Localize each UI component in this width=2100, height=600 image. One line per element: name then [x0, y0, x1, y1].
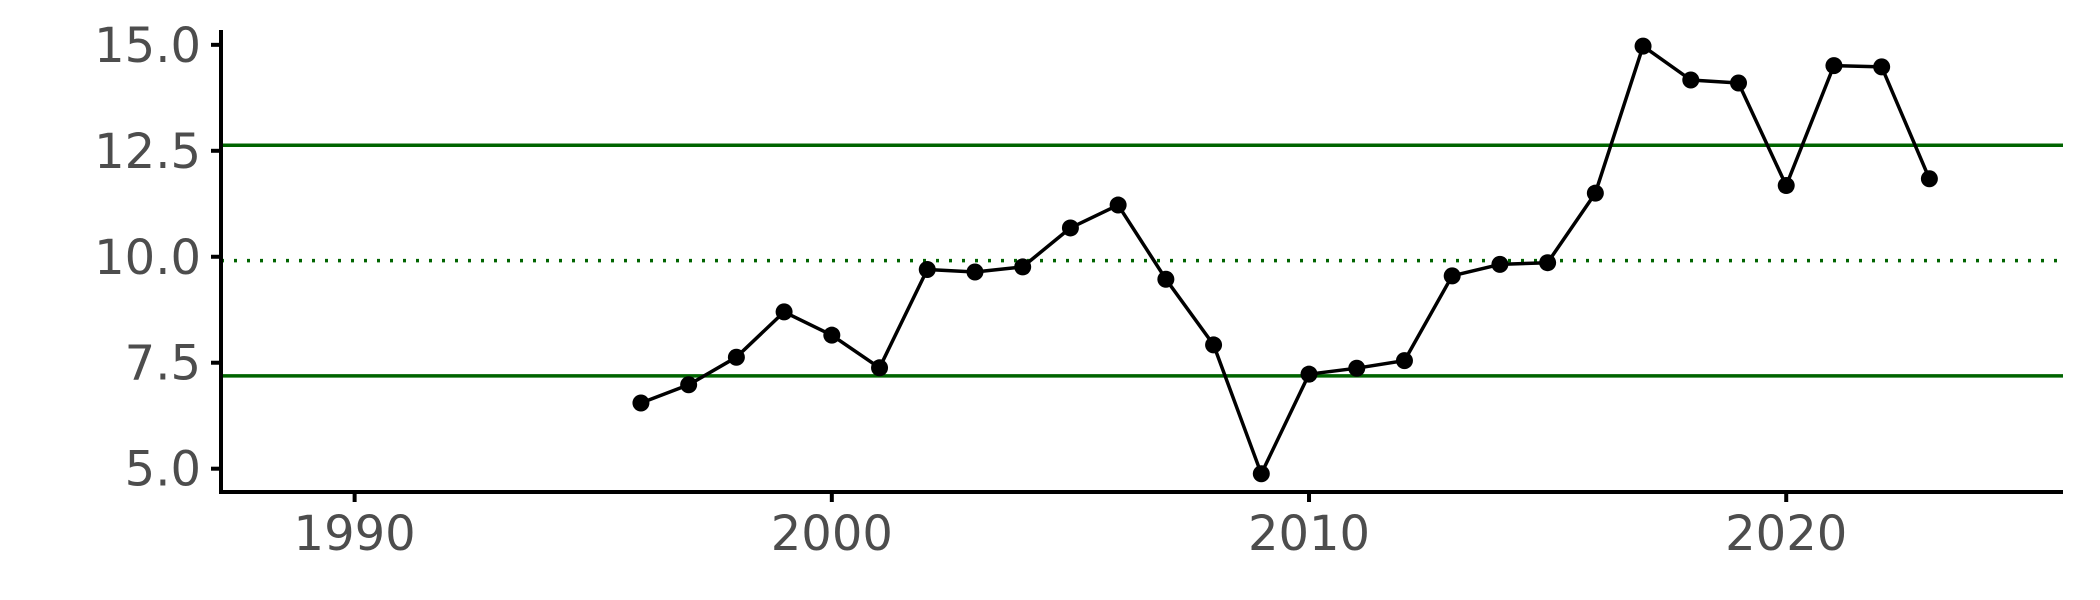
data-point [1157, 270, 1175, 288]
data-point [918, 260, 936, 278]
reference-lines [221, 143, 2063, 378]
data-point [1395, 352, 1413, 370]
data-point [632, 394, 650, 412]
data-point [1682, 71, 1700, 89]
data-point [680, 376, 698, 394]
data-point [1252, 465, 1270, 483]
x-axis-ticks: 1990 2000 2010 2020 [294, 492, 1847, 562]
y-axis-ticks: 5.0 7.5 10.0 12.5 15.0 [94, 18, 221, 498]
series-group [632, 37, 1938, 483]
data-point [1634, 37, 1652, 55]
data-point [1825, 57, 1843, 75]
y-tick-label: 10.0 [94, 230, 201, 286]
data-point [823, 326, 841, 344]
data-point [1443, 267, 1461, 285]
data-point [1730, 74, 1748, 92]
data-point [775, 303, 793, 321]
data-point [1777, 177, 1795, 195]
data-point [727, 348, 745, 366]
y-tick-label: 5.0 [125, 442, 201, 498]
data-point [1300, 365, 1318, 383]
data-point [1539, 254, 1557, 272]
y-tick-label: 12.5 [94, 124, 201, 180]
data-point [1061, 219, 1079, 237]
axes [219, 30, 2063, 494]
x-tick-label: 2010 [1248, 506, 1370, 562]
data-point [1586, 184, 1604, 202]
y-tick-label: 15.0 [94, 18, 201, 74]
data-point [1014, 258, 1032, 276]
data-point [1873, 58, 1891, 76]
data-point [871, 359, 889, 377]
data-point [1109, 196, 1127, 214]
data-point [1205, 336, 1223, 354]
data-point [1491, 255, 1509, 273]
data-point [1348, 359, 1366, 377]
x-tick-label: 2000 [771, 506, 893, 562]
series-line [640, 44, 1932, 476]
data-point [1920, 170, 1938, 188]
x-tick-label: 1990 [294, 506, 416, 562]
data-point [966, 263, 984, 281]
x-tick-label: 2020 [1725, 506, 1847, 562]
y-tick-label: 7.5 [125, 336, 201, 392]
